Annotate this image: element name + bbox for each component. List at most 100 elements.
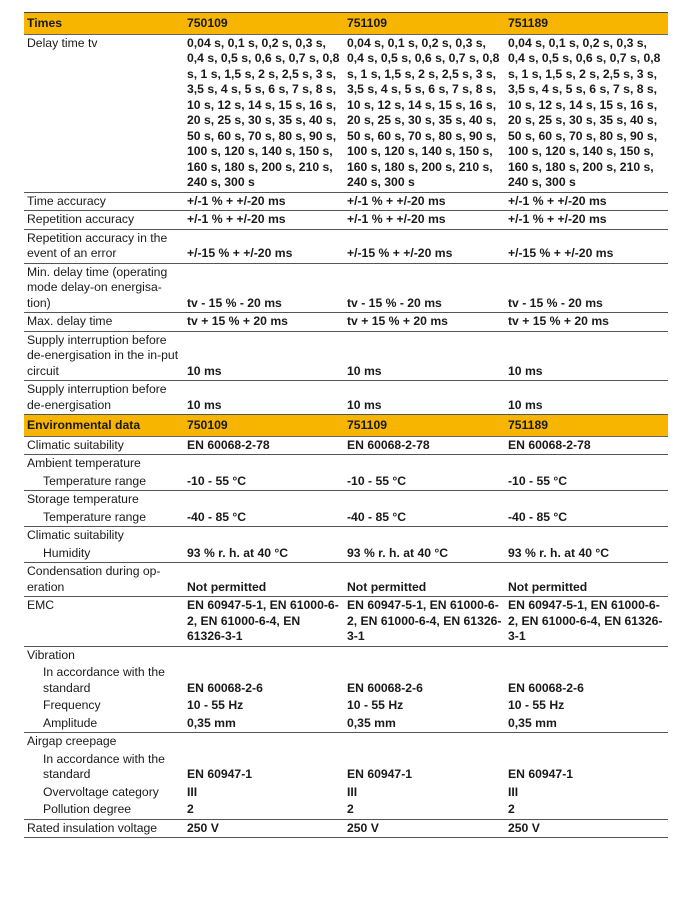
row-value: 10 ms bbox=[505, 380, 668, 415]
row-value bbox=[505, 646, 668, 664]
specs-table: Times 750109 751109 751189 Delay time tv 0,04… bbox=[24, 12, 668, 838]
row-label: Climatic suitability bbox=[24, 436, 184, 455]
row-value: tv - 15 % - 20 ms bbox=[505, 263, 668, 313]
row-value: tv + 15 % + 20 ms bbox=[344, 312, 505, 332]
table-row: Overvoltage category III III III bbox=[24, 784, 668, 802]
row-value: tv - 15 % - 20 ms bbox=[184, 263, 344, 313]
row-value: EN 60068-2-6 bbox=[508, 680, 584, 695]
row-value: EN 60947-1 bbox=[347, 767, 413, 781]
table-row: Time accuracy +/-1 % + +/-20 ms +/-1 % + +… bbox=[24, 192, 668, 211]
table-row: Delay time tv 0,04 s, 0,1 s, 0,2 s, 0,3 s… bbox=[24, 34, 668, 193]
row-value bbox=[344, 646, 505, 664]
table-row: Airgap creepage bbox=[24, 733, 668, 751]
table-row: Climatic suitability EN 60068-2-78 EN 6006… bbox=[24, 436, 668, 455]
row-value: +/-1 % + +/-20 ms bbox=[184, 210, 344, 230]
column-header: 750109 bbox=[184, 414, 344, 437]
row-value: 250 V bbox=[505, 819, 668, 838]
table-row: Rated insulation voltage 250 V 250 V 250 V bbox=[24, 819, 668, 838]
row-value: EN 60947-5-1, EN 61000-6-2, EN 61000-6-4… bbox=[344, 596, 505, 647]
row-value: EN 60947-5-1, EN 61000-6-2, EN 61000-6-4… bbox=[505, 596, 668, 647]
row-value: 93 % r. h. at 40 °C bbox=[184, 544, 344, 563]
row-value: III bbox=[347, 784, 358, 799]
row-value bbox=[344, 491, 505, 509]
row-value: 250 V bbox=[184, 819, 344, 838]
row-label: In accordance with the standard bbox=[43, 751, 165, 782]
row-value: EN 60947-5-1, EN 61000-6-2, EN 61000-6-4… bbox=[184, 596, 344, 647]
row-label: Vibration bbox=[27, 647, 75, 662]
table-row: Min. delay time (operating mode delay-on… bbox=[24, 263, 668, 313]
row-value: tv + 15 % + 20 ms bbox=[505, 312, 668, 332]
row-value bbox=[184, 646, 344, 664]
row-value bbox=[505, 455, 668, 473]
table-row: Repetition accuracy +/-1 % + +/-20 ms +/-1… bbox=[24, 210, 668, 230]
table-row: Condensation during op-eration Not permit… bbox=[24, 562, 668, 597]
row-value: -40 - 85 °C bbox=[184, 508, 344, 527]
table-row: Pollution degree 2 2 2 bbox=[24, 801, 668, 820]
table-row: Supply interruption before de-energisati… bbox=[24, 380, 668, 415]
row-value bbox=[184, 527, 344, 545]
row-value: tv - 15 % - 20 ms bbox=[344, 263, 505, 313]
table-row: EMC EN 60947-5-1, EN 61000-6-2, EN 61000-… bbox=[24, 596, 668, 647]
row-value: 10 ms bbox=[344, 380, 505, 415]
table-row: Climatic suitability bbox=[24, 527, 668, 545]
row-value: EN 60068-2-6 bbox=[347, 680, 423, 695]
row-value: +/-15 % + +/-20 ms bbox=[505, 229, 668, 264]
row-value: EN 60068-2-78 bbox=[184, 436, 344, 455]
table-row: Repetition accuracy in the event of an e… bbox=[24, 229, 668, 264]
table-row: Temperature range -10 - 55 °C -10 - 55 °C -… bbox=[24, 472, 668, 491]
row-label: Temperature range bbox=[24, 508, 184, 527]
row-value bbox=[505, 733, 668, 751]
row-value: 2 bbox=[344, 801, 505, 820]
row-label: Delay time tv bbox=[24, 34, 184, 193]
row-value: Not permitted bbox=[344, 562, 505, 597]
row-label: Supply interruption before de-energisati… bbox=[24, 380, 184, 415]
table-row: In accordance with the standard EN 60947-… bbox=[24, 751, 668, 784]
row-value: 10 - 55 Hz bbox=[187, 698, 244, 712]
column-header: 751189 bbox=[505, 414, 668, 437]
section-header: Times 750109 751109 751189 bbox=[24, 12, 668, 35]
row-label: Rated insulation voltage bbox=[24, 819, 184, 838]
row-value: III bbox=[508, 784, 519, 799]
section-title: Times bbox=[24, 12, 184, 35]
row-label: Ambient temperature bbox=[27, 456, 141, 470]
row-value: 0,04 s, 0,1 s, 0,2 s, 0,3 s, 0,4 s, 0,5 … bbox=[505, 34, 668, 193]
table-row: Vibration bbox=[24, 646, 668, 664]
row-value: +/-1 % + +/-20 ms bbox=[505, 192, 668, 211]
table-row: Storage temperature bbox=[24, 491, 668, 509]
row-value: EN 60068-2-78 bbox=[344, 436, 505, 455]
row-label: Condensation during op-eration bbox=[24, 562, 184, 597]
row-value: 250 V bbox=[344, 819, 505, 838]
row-value: EN 60947-1 bbox=[187, 767, 253, 781]
column-header: 750109 bbox=[184, 12, 344, 35]
row-label: Temperature range bbox=[24, 472, 184, 491]
row-label: EMC bbox=[24, 596, 184, 647]
row-value: 10 - 55 Hz bbox=[347, 698, 404, 712]
table-row: Frequency 10 - 55 Hz 10 - 55 Hz 10 - 55 Hz bbox=[24, 697, 668, 715]
row-value: III bbox=[187, 784, 198, 799]
row-value: tv + 15 % + 20 ms bbox=[184, 312, 344, 332]
row-value: +/-1 % + +/-20 ms bbox=[505, 210, 668, 230]
table-row: Supply interruption before de-energisati… bbox=[24, 331, 668, 381]
section-title: Environmental data bbox=[24, 414, 184, 437]
table-row: Humidity 93 % r. h. at 40 °C 93 % r. h. at… bbox=[24, 544, 668, 563]
table-row: Ambient temperature bbox=[24, 455, 668, 473]
row-value: 10 ms bbox=[344, 331, 505, 381]
row-label: Humidity bbox=[24, 544, 184, 563]
row-label: Max. delay time bbox=[24, 312, 184, 332]
row-value: +/-1 % + +/-20 ms bbox=[184, 192, 344, 211]
table-row: In accordance with the standard EN 60068-… bbox=[24, 664, 668, 697]
row-value: +/-15 % + +/-20 ms bbox=[344, 229, 505, 264]
row-label: Frequency bbox=[43, 698, 101, 712]
row-value: -10 - 55 °C bbox=[184, 472, 344, 491]
row-value: 2 bbox=[184, 801, 344, 820]
row-value: +/-15 % + +/-20 ms bbox=[184, 229, 344, 264]
row-value: 2 bbox=[505, 801, 668, 820]
row-value: 0,04 s, 0,1 s, 0,2 s, 0,3 s, 0,4 s, 0,5 … bbox=[344, 34, 505, 193]
row-label: Overvoltage category bbox=[43, 784, 159, 799]
row-value: 0,04 s, 0,1 s, 0,2 s, 0,3 s, 0,4 s, 0,5 … bbox=[184, 34, 344, 193]
table-row: Amplitude 0,35 mm 0,35 mm 0,35 mm bbox=[24, 714, 668, 733]
row-label: In accordance with the standard bbox=[43, 665, 165, 695]
row-value: 93 % r. h. at 40 °C bbox=[505, 544, 668, 563]
row-label: Amplitude bbox=[24, 714, 184, 733]
row-value: 0,35 mm bbox=[344, 714, 505, 733]
